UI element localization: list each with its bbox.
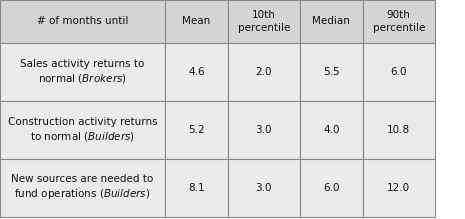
Bar [363, 43, 435, 101]
Bar [228, 43, 300, 101]
Text: 90th
percentile: 90th percentile [372, 10, 425, 33]
Text: 4.0: 4.0 [323, 125, 339, 135]
Text: New sources are needed to
fund operations ($\it{Builders}$): New sources are needed to fund operation… [12, 174, 153, 201]
Bar [363, 0, 435, 43]
Bar [228, 101, 300, 159]
Bar [0, 0, 165, 43]
Bar [165, 101, 228, 159]
Bar [0, 43, 165, 101]
Text: Construction activity returns
to normal ($\it{Builders}$): Construction activity returns to normal … [8, 117, 157, 143]
Text: 6.0: 6.0 [391, 67, 407, 77]
Text: 5.2: 5.2 [188, 125, 205, 135]
Text: 10th
percentile: 10th percentile [238, 10, 290, 33]
Bar [0, 159, 165, 217]
Text: Mean: Mean [182, 16, 211, 26]
Bar [0, 101, 165, 159]
Text: 6.0: 6.0 [323, 183, 339, 193]
Text: 5.5: 5.5 [323, 67, 339, 77]
Text: 4.6: 4.6 [188, 67, 205, 77]
Text: Sales activity returns to
normal ($\it{Brokers}$): Sales activity returns to normal ($\it{B… [20, 59, 145, 85]
Text: 2.0: 2.0 [256, 67, 272, 77]
Text: 12.0: 12.0 [387, 183, 410, 193]
Bar [228, 0, 300, 43]
Text: 3.0: 3.0 [256, 125, 272, 135]
Bar [228, 159, 300, 217]
Bar [363, 101, 435, 159]
Text: 10.8: 10.8 [387, 125, 410, 135]
Bar [165, 43, 228, 101]
Text: 3.0: 3.0 [256, 183, 272, 193]
Bar [165, 159, 228, 217]
Bar [300, 43, 363, 101]
Text: 8.1: 8.1 [188, 183, 205, 193]
Bar [165, 0, 228, 43]
Text: # of months until: # of months until [37, 16, 128, 26]
Bar [300, 0, 363, 43]
Bar [363, 159, 435, 217]
Bar [300, 101, 363, 159]
Text: Median: Median [312, 16, 350, 26]
Bar [300, 159, 363, 217]
